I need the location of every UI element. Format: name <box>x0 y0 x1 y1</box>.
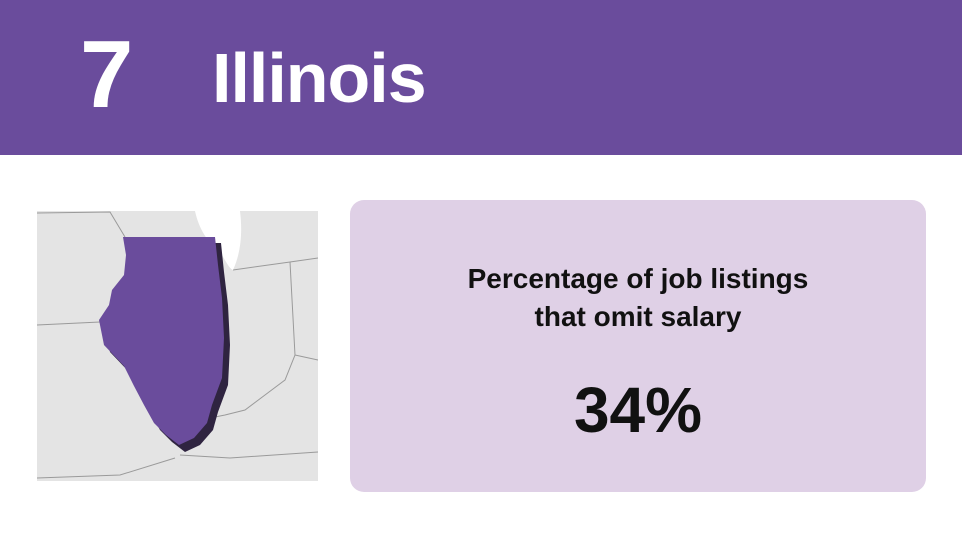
rank: 7 <box>80 21 134 128</box>
stat-label-line: that omit salary <box>534 301 742 332</box>
stat-card: Percentage of job listings that omit sal… <box>350 200 926 492</box>
stat-label: Percentage of job listings that omit sal… <box>350 260 926 336</box>
stat-value: 34% <box>573 374 703 446</box>
stat-label-line: Percentage of job listings <box>467 263 809 294</box>
header: 7 Illinois <box>0 0 962 155</box>
state-map <box>37 211 318 481</box>
state-title: Illinois <box>212 39 427 117</box>
